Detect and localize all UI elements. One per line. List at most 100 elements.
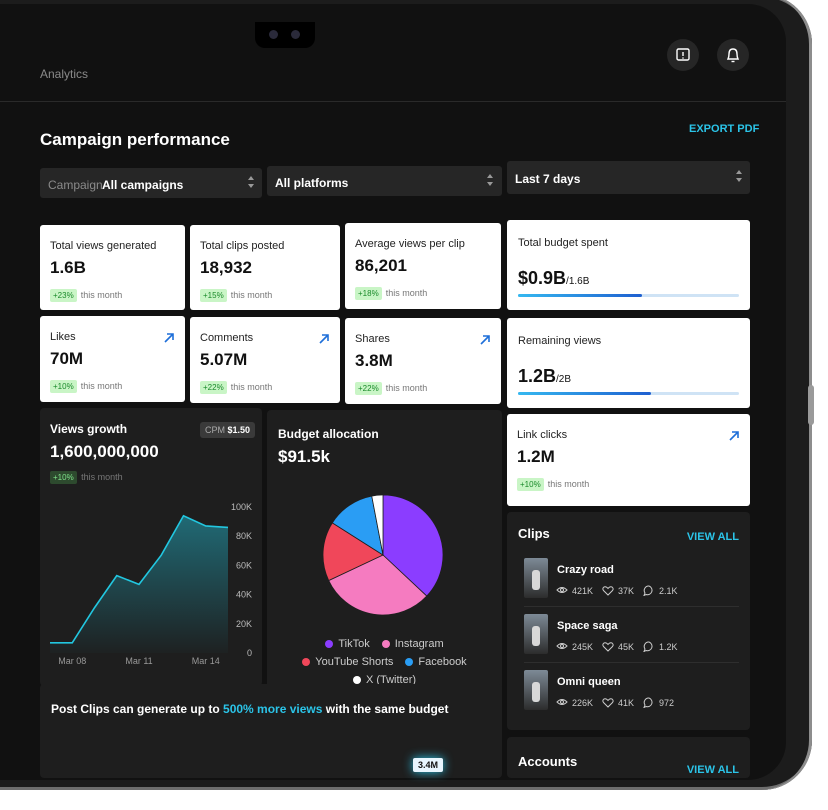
select-chevron <box>736 170 742 182</box>
clip-comments: 972 <box>659 697 675 708</box>
stat-value: 70M <box>50 349 84 368</box>
clip-likes: 45K <box>618 641 635 652</box>
period: this month <box>385 288 428 298</box>
filter-value: Last 7 days <box>515 172 581 186</box>
clip-name: Omni queen <box>557 676 621 688</box>
period: this month <box>547 479 590 489</box>
views-icon <box>556 699 568 705</box>
likes-icon <box>602 586 614 596</box>
clip-likes: 37K <box>618 585 635 596</box>
clip-likes: 41K <box>618 697 635 708</box>
change-row: +23% this month <box>50 285 122 303</box>
stat-card: Shares 3.8M +22% this month <box>345 318 501 404</box>
legend-swatch <box>352 676 361 684</box>
views-icon <box>556 643 568 649</box>
legend-item: X (Twitter) <box>352 674 417 686</box>
stat-value: 18,932 <box>200 258 252 277</box>
arrow-shape <box>729 431 739 441</box>
y-tick-label: 0 <box>247 648 252 658</box>
notifications-button[interactable] <box>717 39 749 71</box>
views-total: 1,600,000,000 <box>50 442 159 461</box>
views-icon <box>556 587 568 593</box>
chevron-shape <box>487 174 493 186</box>
stat-value: 5.07M <box>200 350 248 369</box>
clip-name: Space saga <box>557 620 618 632</box>
legend-swatch <box>381 640 390 648</box>
select-chevron <box>487 174 493 186</box>
comments-icon <box>643 641 653 652</box>
stat-label: Link clicks <box>517 429 568 441</box>
legend-label: Instagram <box>394 638 444 650</box>
cpm-label: CPM <box>205 425 225 435</box>
clip-views: 421K <box>572 585 594 596</box>
clip-stats: 226K 41K 972 <box>556 697 679 708</box>
legend-item: Facebook <box>405 656 467 668</box>
row-divider <box>524 606 739 607</box>
promo-badge: 3.4M <box>413 758 444 772</box>
period: this month <box>80 290 123 300</box>
legend-label: Facebook <box>418 656 467 668</box>
page-title: Campaign performance <box>40 130 230 149</box>
legend-label: TikTok <box>338 638 370 650</box>
change-pill: +10% <box>517 478 544 491</box>
stat-value: 3.8M <box>355 351 393 370</box>
arrow-shape <box>164 333 174 343</box>
stat-card: Total clips posted 18,932 +15% this month <box>190 225 340 310</box>
campaign-filter[interactable]: Campaign All campaigns <box>40 168 262 198</box>
budget-card: Remaining views 1.2B/2B <box>507 318 750 408</box>
cpm-value: $1.50 <box>227 425 251 435</box>
budget-value-row: 1.2B/2B <box>518 366 571 387</box>
icon-shape <box>602 698 614 708</box>
change-pill: +10% <box>50 380 77 393</box>
change-row: +10% this month <box>517 474 589 492</box>
legend-label: X (Twitter) <box>365 674 417 686</box>
stat-label: Shares <box>355 333 390 345</box>
legend-item: YouTube Shorts <box>302 656 393 668</box>
y-tick-label: 20K <box>236 619 252 629</box>
budget-total: /2B <box>556 374 572 385</box>
likes-icon <box>602 642 614 652</box>
budget-value-row: $0.9B/1.6B <box>518 268 589 289</box>
view-all[interactable]: VIEW ALL <box>686 764 739 776</box>
stat-label: Total clips posted <box>200 240 285 252</box>
panel-title: Accounts <box>518 754 578 769</box>
likes-icon <box>602 698 614 708</box>
stat-card: Link clicks 1.2M +10% this month <box>507 414 750 506</box>
pie-slice <box>328 554 428 616</box>
pie-chart <box>322 494 444 616</box>
x-tick-label: Mar 14 <box>192 656 220 666</box>
platform-filter[interactable]: All platforms <box>267 166 502 196</box>
cpm-badge: CPM $1.50 <box>200 422 256 438</box>
y-tick-label: 100K <box>231 502 252 512</box>
period: this month <box>230 290 273 300</box>
clip-list: Crazy road 421K 37K 2.1K Space saga 245K 45K 1.… <box>507 512 750 730</box>
clip-name: Crazy road <box>557 564 614 576</box>
clip-thumbnail <box>524 614 548 654</box>
stat-value: 1.6B <box>50 258 86 277</box>
chevron-shape <box>248 176 254 188</box>
stat-card: Average views per clip 86,201 +18% this mon… <box>345 223 501 309</box>
arrow-shape <box>480 335 490 345</box>
change-row: +10% this month <box>50 467 123 485</box>
date-filter[interactable]: Last 7 days <box>507 161 750 194</box>
panel-title: Clips <box>518 526 550 541</box>
stat-label: Likes <box>50 331 76 343</box>
bell-icon <box>726 48 740 63</box>
feedback-button[interactable] <box>667 39 699 71</box>
view-all[interactable]: VIEW ALL <box>686 531 739 543</box>
change-row: +18% this month <box>355 283 427 301</box>
pie-slice <box>371 494 384 556</box>
export-pdf[interactable]: EXPORT PDF <box>689 123 760 135</box>
change-pill: +22% <box>355 382 382 395</box>
thumbnail-figure <box>532 570 540 590</box>
link-arrow <box>164 333 174 343</box>
comments-icon <box>643 697 653 708</box>
period: this month <box>80 381 123 391</box>
y-tick-label: 60K <box>236 560 252 570</box>
icon-shape <box>643 641 653 652</box>
divider <box>0 101 786 102</box>
legend: TikTok Instagram YouTube Shorts Facebook X (… <box>277 638 492 686</box>
budget-label: Remaining views <box>518 335 602 347</box>
camera-notch <box>255 22 315 48</box>
